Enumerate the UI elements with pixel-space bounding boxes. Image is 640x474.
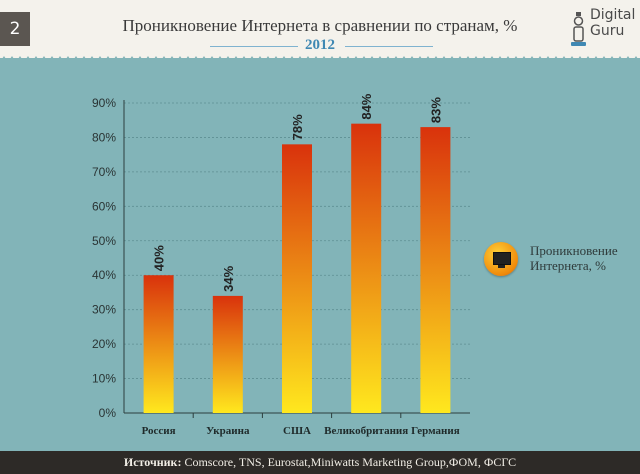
bar — [420, 127, 451, 413]
category-label: Великобритания — [324, 425, 408, 437]
logo-line-guru: Guru — [590, 23, 625, 39]
chart-year: 2012 — [305, 37, 335, 53]
chart-title: Проникновение Интернета в сравнении по с… — [122, 16, 518, 35]
logo-text: Digital Guru — [590, 7, 635, 39]
y-tick-label: 20% — [92, 337, 116, 351]
monitor-icon — [484, 242, 518, 276]
y-tick-label: 90% — [92, 96, 116, 110]
category-label: Украина — [206, 425, 250, 437]
y-tick-label: 0% — [99, 406, 117, 420]
y-tick-label: 40% — [92, 268, 116, 282]
y-tick-label: 60% — [92, 199, 116, 213]
bar — [212, 295, 243, 413]
year-divider-left — [210, 46, 298, 47]
y-tick-label: 10% — [92, 372, 116, 386]
category-label: Россия — [142, 425, 176, 437]
source-text: Comscore, TNS, Eurostat,Miniwatts Market… — [181, 455, 517, 469]
y-tick-label: 50% — [92, 234, 116, 248]
data-label: 40% — [152, 245, 167, 271]
bar — [143, 275, 174, 413]
chart-area — [0, 58, 640, 451]
header: 2 Проникновение Интернета в сравнении по… — [0, 0, 640, 66]
data-label: 84% — [359, 93, 374, 119]
category-label: США — [283, 425, 311, 437]
slide-number: 2 — [0, 12, 30, 46]
y-tick-label: 80% — [92, 130, 116, 144]
digital-guru-logo-icon — [571, 12, 586, 46]
bar — [282, 144, 312, 414]
y-tick-label: 70% — [92, 165, 116, 179]
year-divider-right — [345, 46, 433, 47]
data-label: 83% — [428, 97, 443, 123]
data-label: 78% — [290, 114, 305, 140]
data-label: 34% — [221, 265, 236, 291]
source-label: Источник: — [123, 455, 182, 469]
logo-line-digital: Digital — [590, 7, 636, 23]
bar — [351, 123, 382, 414]
category-label: Германия — [411, 425, 460, 437]
y-tick-label: 30% — [92, 303, 116, 317]
source-footer: Источник: Comscore, TNS, Eurostat,Miniwa… — [0, 451, 640, 474]
legend-label: Проникновение Интернета, % — [530, 243, 618, 273]
